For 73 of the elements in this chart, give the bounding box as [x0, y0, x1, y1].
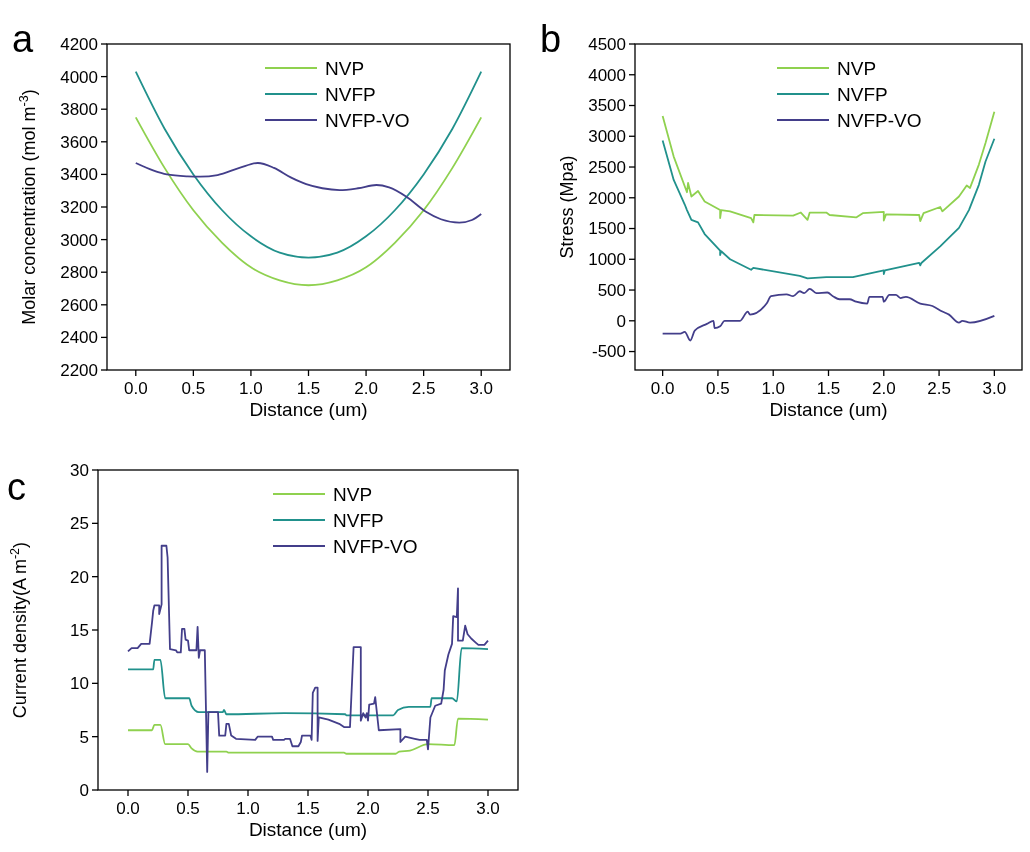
y-tick-label: 20 — [70, 567, 89, 587]
x-tick-label: 2.5 — [411, 379, 436, 398]
y-tick-label: 10 — [70, 674, 89, 694]
x-tick-label: 2.0 — [871, 379, 896, 398]
y-tick-label: 2400 — [60, 328, 98, 348]
y-tick-label: 3400 — [60, 165, 98, 185]
legend-label: NVP — [837, 57, 877, 79]
y-tick-label: 2000 — [588, 188, 626, 208]
text: b — [540, 18, 562, 60]
y-tick-label: 3000 — [588, 127, 626, 147]
y-tick-label: 15 — [70, 620, 89, 640]
legend-label: NVFP-VO — [333, 535, 418, 557]
y-tick-label: 4500 — [588, 34, 626, 54]
y-tick-label: 2600 — [60, 295, 98, 315]
x-tick-label: 3.0 — [476, 799, 500, 818]
y-tick-label: 2800 — [60, 263, 98, 283]
x-tick-label: 1.5 — [816, 379, 841, 398]
x-tick-label: 1.0 — [761, 379, 786, 398]
y-tick-label: 3800 — [60, 100, 98, 120]
x-tick-label: 2.5 — [927, 379, 951, 398]
text: c — [7, 466, 26, 508]
legend-label: NVFP-VO — [325, 109, 410, 131]
x-tick-label: 0.0 — [650, 379, 675, 398]
y-tick-label: 1500 — [588, 219, 626, 239]
x-axis-title: Distance (um) — [249, 399, 368, 420]
y-tick-label: 4000 — [60, 67, 98, 87]
x-tick-label: 3.0 — [469, 379, 494, 398]
x-tick-label: 1.5 — [296, 379, 321, 398]
legend-label: NVFP — [837, 83, 888, 105]
y-tick-label: 3200 — [60, 197, 98, 217]
line-series — [127, 647, 489, 717]
line-series — [127, 717, 489, 755]
text: a — [12, 18, 34, 60]
y-tick-label: 3600 — [60, 132, 98, 152]
x-tick-label: 2.0 — [356, 799, 380, 818]
y-tick-label: 2500 — [588, 157, 626, 177]
legend-label: NVFP-VO — [837, 109, 922, 131]
x-tick-label: 0.5 — [181, 379, 206, 398]
line-series — [134, 162, 483, 224]
y-tick-label: 0 — [616, 311, 626, 331]
legend-label: NVFP — [325, 83, 376, 105]
x-tick-label: 2.0 — [354, 379, 378, 398]
y-tick-label: 25 — [70, 514, 89, 534]
x-tick-label: 1.0 — [239, 379, 263, 398]
y-axis-title: Stress (Mpa) — [557, 155, 577, 259]
y-tick-label: 30 — [70, 460, 89, 480]
line-series — [661, 110, 996, 224]
x-tick-label: 2.5 — [416, 799, 440, 818]
y-tick-label: 3500 — [588, 96, 626, 116]
x-axis-title: Distance (um) — [248, 819, 368, 840]
x-tick-label: 0.0 — [116, 799, 140, 818]
legend-label: NVFP — [333, 509, 384, 531]
line-series — [134, 116, 483, 287]
x-axis-title: Distance (um) — [769, 399, 888, 420]
y-tick-label: 3000 — [60, 230, 98, 250]
line-series — [661, 287, 996, 342]
y-tick-label: 0 — [79, 780, 89, 800]
y-tick-label: 2200 — [60, 360, 98, 380]
x-tick-label: 0.0 — [123, 379, 148, 398]
legend-label: NVP — [333, 483, 373, 505]
x-tick-label: 1.5 — [296, 799, 320, 818]
y-tick-label: 1000 — [588, 250, 626, 270]
y-tick-label: 4000 — [588, 65, 626, 85]
line-series — [661, 137, 996, 280]
y-tick-label: 5 — [79, 727, 89, 747]
x-tick-label: 0.5 — [706, 379, 730, 398]
legend-label: NVP — [325, 57, 365, 79]
x-tick-label: 0.5 — [176, 799, 200, 818]
y-tick-label: -500 — [591, 342, 626, 362]
x-tick-label: 3.0 — [982, 379, 1007, 398]
x-tick-label: 1.0 — [236, 799, 260, 818]
y-tick-label: 4200 — [60, 34, 98, 54]
y-tick-label: 500 — [597, 280, 626, 300]
